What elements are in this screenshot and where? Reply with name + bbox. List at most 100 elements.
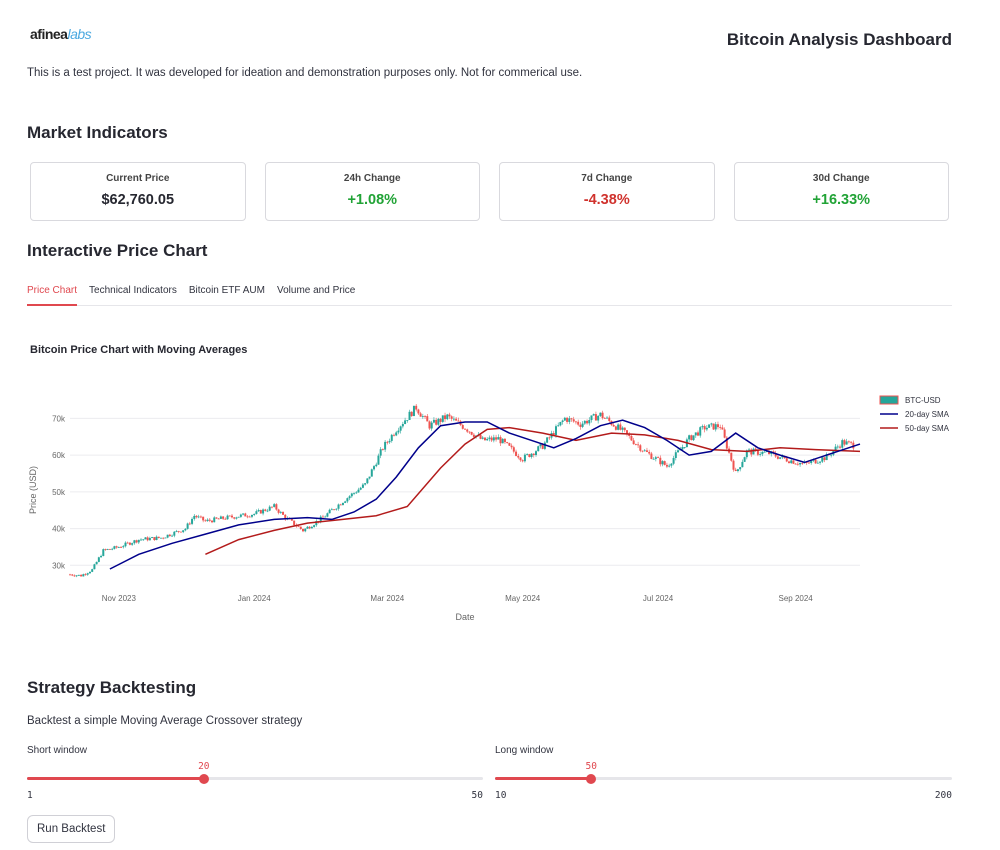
- y-axis-label: Price (USD): [28, 466, 38, 514]
- candle-body: [543, 442, 546, 449]
- candle-body: [617, 424, 620, 430]
- backtest-description: Backtest a simple Moving Average Crossov…: [27, 715, 303, 727]
- candle-body: [217, 518, 220, 520]
- candle-body: [639, 445, 642, 451]
- tab-technical-indicators[interactable]: Technical Indicators: [89, 285, 177, 296]
- candle-body: [530, 453, 533, 457]
- candlestick-series: [69, 404, 855, 578]
- candle-body: [739, 467, 742, 470]
- candle-body: [765, 451, 768, 453]
- candle-body: [641, 450, 644, 452]
- short-window-thumb[interactable]: [198, 773, 209, 784]
- candle-body: [839, 446, 842, 448]
- candle-body: [441, 415, 444, 422]
- price-chart[interactable]: 30k 40k 50k 60k 70k Nov 2023 Jan 2024 Mar 2024 M…: [0, 380, 1000, 640]
- candle-body: [324, 516, 327, 518]
- candle-body: [712, 423, 715, 430]
- candle-body: [290, 519, 293, 521]
- metric-label: 24h Change: [343, 173, 401, 184]
- tab-volume-and-price[interactable]: Volume and Price: [276, 285, 356, 296]
- candle-body: [381, 449, 384, 451]
- candle-body: [408, 411, 411, 420]
- long-window-slider[interactable]: Long window 50 10 200: [495, 745, 952, 805]
- chart-grid: [70, 417, 860, 566]
- candle-body: [373, 466, 376, 470]
- candle-body: [100, 555, 103, 558]
- long-window-thumb[interactable]: [586, 773, 597, 784]
- candle-body: [732, 460, 735, 470]
- tab-bitcoin-etf-aum[interactable]: Bitcoin ETF AUM: [188, 285, 265, 296]
- candle-body: [346, 498, 349, 502]
- candle-body: [199, 516, 202, 518]
- candle-body: [140, 539, 143, 541]
- metric-7d-change: 7d Change -4.38%: [499, 162, 715, 221]
- candle-body: [843, 440, 846, 445]
- candle-body: [88, 571, 91, 574]
- sma20-line: [109, 419, 861, 570]
- candle-body: [410, 411, 413, 417]
- candle-body: [133, 540, 136, 544]
- candle-body: [521, 460, 524, 462]
- candle-body: [497, 437, 500, 440]
- candle-body: [572, 419, 575, 422]
- candle-body: [355, 492, 358, 494]
- candle-body: [388, 440, 391, 443]
- tab-price-chart[interactable]: Price Chart: [27, 284, 78, 306]
- short-window-fill: [27, 777, 204, 780]
- candle-body: [779, 457, 782, 459]
- candle-body: [623, 427, 626, 431]
- run-backtest-button[interactable]: Run Backtest: [27, 815, 116, 843]
- candle-body: [535, 451, 538, 455]
- candle-body: [845, 441, 848, 445]
- candle-body: [128, 542, 131, 545]
- candle-body: [397, 430, 400, 433]
- candle-body: [222, 516, 225, 519]
- candle-body: [472, 434, 475, 437]
- long-window-fill: [495, 777, 592, 780]
- y-tick-label: 60k: [52, 451, 66, 460]
- candle-body: [106, 548, 109, 550]
- candle-body: [847, 441, 850, 443]
- candle-body: [204, 520, 207, 522]
- candle-body: [330, 509, 333, 511]
- candle-body: [275, 504, 278, 510]
- candle-body: [592, 414, 595, 416]
- candle-body: [439, 418, 442, 422]
- candle-body: [645, 450, 648, 452]
- metric-label: 7d Change: [581, 173, 633, 184]
- metric-label: Current Price: [106, 173, 170, 184]
- candle-body: [719, 427, 722, 428]
- candle-body: [171, 535, 174, 537]
- metric-value: $62,760.05: [101, 192, 175, 208]
- candle-body: [850, 441, 853, 443]
- candle-body: [594, 414, 597, 421]
- candle-body: [77, 574, 80, 576]
- candle-body: [743, 457, 746, 462]
- candle-body: [541, 444, 544, 449]
- candle-body: [315, 521, 318, 526]
- candle-body: [313, 525, 316, 527]
- candle-body: [86, 573, 89, 575]
- long-window-track[interactable]: [495, 773, 952, 784]
- candle-body: [563, 417, 566, 421]
- candle-body: [479, 434, 482, 439]
- candle-body: [692, 435, 695, 441]
- app-title: Bitcoin Analysis Dashboard: [726, 30, 952, 49]
- candle-body: [834, 446, 837, 451]
- candle-body: [517, 455, 520, 458]
- metric-current-price: Current Price $62,760.05: [30, 162, 246, 221]
- short-window-track[interactable]: [27, 773, 483, 784]
- candle-body: [437, 418, 440, 425]
- candle-body: [164, 537, 167, 539]
- candle-body: [528, 454, 531, 457]
- candle-body: [126, 542, 129, 544]
- short-window-slider[interactable]: Short window 20 1 50: [27, 745, 483, 805]
- candle-body: [390, 434, 393, 441]
- backtesting-title: Strategy Backtesting: [27, 678, 197, 697]
- candle-body: [741, 461, 744, 468]
- candle-body: [816, 462, 819, 464]
- candle-body: [650, 453, 653, 459]
- candle-body: [230, 515, 233, 518]
- candle-body: [810, 460, 813, 464]
- candle-body: [162, 537, 165, 539]
